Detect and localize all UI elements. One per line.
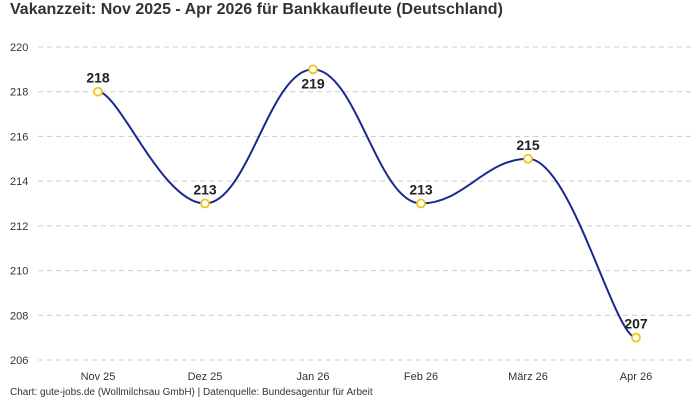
- x-tick-label: Dez 25: [188, 371, 223, 383]
- data-points: [93, 64, 641, 343]
- y-tick-label: 212: [10, 221, 28, 233]
- x-tick-label: Nov 25: [81, 371, 116, 383]
- y-tick-label: 218: [10, 87, 28, 99]
- y-tick-label: 208: [10, 310, 28, 322]
- data-point: [93, 86, 103, 97]
- x-tick-label: März 26: [508, 371, 548, 383]
- grid-lines: [38, 46, 692, 361]
- x-tick-label: Jan 26: [296, 371, 329, 383]
- data-point: [523, 153, 533, 164]
- y-axis-ticks: 206 208 210 212 214 216 218 220: [10, 42, 28, 367]
- y-tick-label: 216: [10, 131, 28, 143]
- data-label: 207: [624, 316, 648, 332]
- data-labels: 218 213 219 213 215 207: [86, 70, 648, 332]
- x-tick-label: Apr 26: [620, 371, 652, 383]
- data-point: [200, 198, 210, 209]
- data-label: 219: [301, 75, 325, 91]
- series-line: [97, 68, 637, 339]
- data-label: 218: [86, 70, 110, 86]
- chart-title: Vakanzzeit: Nov 2025 - Apr 2026 für Bank…: [10, 1, 503, 18]
- y-tick-label: 220: [10, 42, 28, 54]
- x-tick-label: Feb 26: [404, 371, 438, 383]
- y-tick-label: 206: [10, 355, 28, 367]
- data-label: 213: [409, 182, 433, 198]
- x-axis-ticks: Nov 25 Dez 25 Jan 26 Feb 26 März 26 Apr 26: [81, 371, 653, 383]
- chart-source-footer: Chart: gute-jobs.de (Wollmilchsau GmbH) …: [10, 387, 373, 398]
- y-tick-label: 214: [10, 176, 28, 188]
- data-label: 213: [193, 182, 217, 198]
- data-label: 215: [516, 137, 540, 153]
- data-point: [416, 198, 426, 209]
- data-point: [631, 332, 641, 343]
- data-point: [308, 64, 318, 75]
- y-tick-label: 210: [10, 266, 28, 278]
